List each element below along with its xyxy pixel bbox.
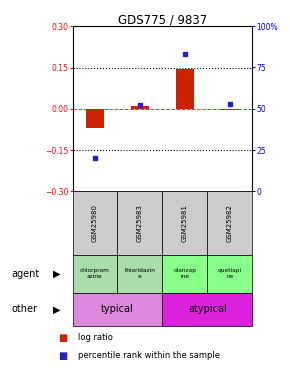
Text: typical: typical	[101, 304, 134, 314]
Text: ■: ■	[58, 351, 67, 361]
Text: GSM25981: GSM25981	[182, 204, 188, 242]
Bar	[207, 255, 252, 292]
Bar	[117, 255, 162, 292]
Bar	[162, 255, 207, 292]
Text: ▶: ▶	[53, 269, 60, 279]
Text: chlorprom
azine: chlorprom azine	[80, 268, 110, 279]
Text: other: other	[12, 304, 38, 314]
Text: percentile rank within the sample: percentile rank within the sample	[78, 351, 220, 360]
Text: GSM25980: GSM25980	[92, 204, 98, 242]
Bar	[72, 255, 117, 292]
Text: GSM25983: GSM25983	[137, 204, 143, 242]
Text: ■: ■	[58, 333, 67, 343]
Text: thioridazin
e: thioridazin e	[124, 268, 155, 279]
Text: ▶: ▶	[53, 304, 60, 314]
Text: atypical: atypical	[188, 304, 227, 314]
Text: agent: agent	[12, 269, 40, 279]
Text: olanzap
ine: olanzap ine	[173, 268, 196, 279]
Bar	[117, 191, 162, 255]
Bar	[86, 109, 104, 128]
Bar	[72, 191, 117, 255]
Bar	[131, 106, 149, 109]
Text: GDS775 / 9837: GDS775 / 9837	[118, 13, 207, 26]
Text: quetiapi
ne: quetiapi ne	[218, 268, 242, 279]
Bar	[176, 69, 194, 109]
Bar	[72, 292, 162, 326]
Bar	[221, 109, 239, 110]
Bar	[162, 191, 207, 255]
Text: log ratio: log ratio	[78, 333, 113, 342]
Bar	[162, 292, 252, 326]
Text: GSM25982: GSM25982	[227, 204, 233, 242]
Bar	[207, 191, 252, 255]
